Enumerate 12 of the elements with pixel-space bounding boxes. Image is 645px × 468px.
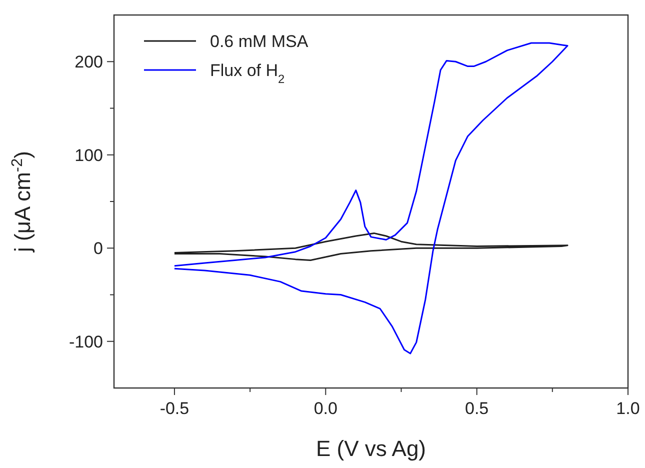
y-tick-label: 100 bbox=[74, 146, 103, 165]
x-tick-label: 0.0 bbox=[314, 399, 338, 418]
legend-label: Flux of H$_{2}$ bbox=[210, 61, 286, 86]
x-tick-label: 1.0 bbox=[616, 399, 640, 418]
x-axis-title: E (V vs Ag) bbox=[316, 436, 426, 461]
x-tick-label: 0.5 bbox=[465, 399, 489, 418]
legend-label: 0.6 mM MSA bbox=[210, 32, 309, 51]
y-tick-label: 0 bbox=[94, 239, 103, 258]
x-tick-label: -0.5 bbox=[160, 399, 190, 418]
y-tick-label: 200 bbox=[74, 52, 103, 72]
line-series bbox=[174, 232, 568, 261]
y-tick-label: -100 bbox=[68, 332, 103, 352]
